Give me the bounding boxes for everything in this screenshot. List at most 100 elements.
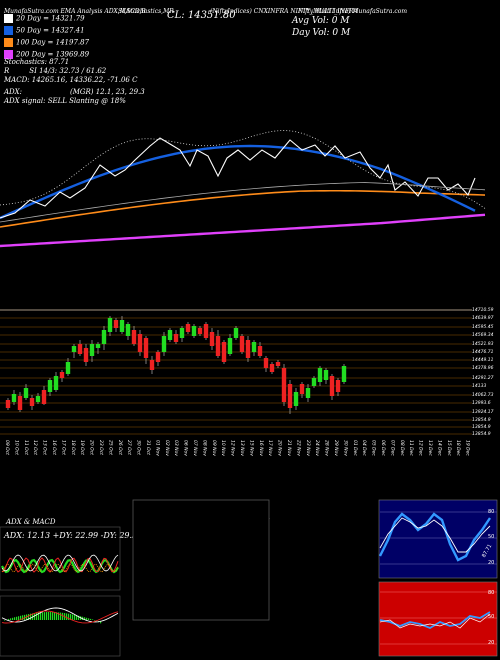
date-label: 31 Oct <box>145 440 151 455</box>
date-label: 10 Oct <box>13 440 19 455</box>
date-label: 15 Dec <box>446 440 452 456</box>
macd-hist-bar <box>96 620 98 622</box>
candle-up <box>233 328 239 338</box>
price-grid: 14710.59 14639.97 14595.45 14569.34 14521.93… <box>0 307 494 437</box>
stoch-panel <box>378 499 498 579</box>
close-price: CL: 14351.80 <box>167 10 236 21</box>
ema-20-line <box>0 130 486 209</box>
macd-hist-bar <box>100 621 102 624</box>
date-label: 13 Nov <box>239 440 245 456</box>
macd-value: MACD: 14265.16, 14336.22, -71.06 C <box>4 76 138 84</box>
price-label: 13854.9 <box>472 417 491 423</box>
date-label: 06 Dec <box>380 440 386 456</box>
indicator-r: R SI 14/3: 32.73 / 61.62 <box>4 67 107 75</box>
adx-minus-line <box>1 557 119 573</box>
macd-hist-bar <box>74 614 76 620</box>
legend-item-20: 20 Day = 14321.79 <box>4 14 89 23</box>
price-label: 14595.45 <box>472 324 494 330</box>
date-label: 17 Nov <box>267 440 273 456</box>
macd-hist-bar <box>46 612 48 620</box>
price-label: 14639.97 <box>472 315 494 321</box>
candle-down <box>29 398 35 406</box>
candle-down <box>185 324 191 332</box>
candle-up <box>53 376 59 390</box>
macd-hist-bar <box>98 621 100 623</box>
macd-hist-bar <box>80 616 82 620</box>
day-volume: Day Vol: 0 M <box>292 28 351 38</box>
macd-hist-bar <box>38 612 40 620</box>
adx-line <box>1 554 119 572</box>
mr-signal-line <box>379 613 491 629</box>
adx-plus-line <box>1 558 119 574</box>
ema-legend: 20 Day = 14321.79 50 Day = 14327.41 100 … <box>4 14 89 59</box>
date-label: 15 Nov <box>248 440 254 456</box>
intraday-panel-si: SI <box>262 518 270 526</box>
stoch-scale-80: 80 <box>488 509 495 515</box>
legend-item-50: 50 Day = 14327.41 <box>4 26 89 35</box>
macd-hist-bar <box>48 612 50 620</box>
candle-up <box>293 392 299 406</box>
macd-hist-bar <box>22 615 24 620</box>
macd-line <box>1 607 119 623</box>
price-label: 13854.9 <box>472 424 491 430</box>
macd-hist-bar <box>28 614 30 620</box>
date-label: 01 Nov <box>154 440 160 456</box>
ema-grey-line <box>0 182 486 223</box>
price-label: 14521.93 <box>472 341 494 347</box>
candle-up <box>311 378 317 386</box>
candle-up <box>47 380 53 392</box>
candle-down <box>329 376 335 396</box>
macd-hist-bar <box>70 614 72 620</box>
ticker-info: MunafaSutra.com EMA Analysis ADX,MACD,B <box>4 8 146 15</box>
candle-up <box>191 326 197 336</box>
macd-hist-bar <box>42 612 44 620</box>
date-label: 30 Oct <box>136 440 142 455</box>
date-label: 28 Nov <box>324 440 330 456</box>
candle-down <box>203 324 209 338</box>
candle-down <box>41 390 47 404</box>
swatch-100-icon <box>4 38 13 47</box>
macd-hist-bar <box>24 614 26 620</box>
candle-up <box>179 328 185 338</box>
candle-up <box>341 366 347 382</box>
legend-item-100: 100 Day = 14197.87 <box>4 38 89 47</box>
candle-down <box>287 384 293 408</box>
candle-up <box>323 370 329 380</box>
macd-hist-bar <box>76 615 78 620</box>
macd-hist-bar <box>58 612 60 620</box>
candle-down <box>281 368 287 402</box>
candle-down <box>5 400 11 408</box>
candle-down <box>221 342 227 362</box>
price-label: 14569.34 <box>472 332 494 338</box>
date-label: 26 Oct <box>117 440 123 455</box>
stoch-info: SI,Stochastics,MR <box>118 8 174 15</box>
candle-down <box>269 364 275 372</box>
symbol-label: (NiftyIndices) CNXINFRA NIFTY_MULTI_INFR… <box>210 8 358 15</box>
price-label: 14062.73 <box>472 392 494 398</box>
candle-down <box>215 336 221 356</box>
macd-hist-bar <box>68 613 70 620</box>
price-label: 14378.96 <box>472 365 494 371</box>
date-label: 16 Nov <box>258 440 264 456</box>
candle-down <box>335 380 341 392</box>
macd-hist-bar <box>86 617 88 620</box>
intraday-panel-title: Intra Day Trading Price & MR <box>138 518 246 526</box>
macd-hist-bar <box>18 616 20 620</box>
macd-hist-bar <box>30 613 32 620</box>
date-label: 04 Dec <box>361 440 367 456</box>
mr-panel <box>378 581 498 657</box>
price-label: 14449.11 <box>472 357 494 363</box>
date-label: 19 Dec <box>465 440 471 456</box>
macd-hist-bar <box>6 619 8 620</box>
swatch-20-icon <box>4 14 13 23</box>
candle-up <box>161 336 167 352</box>
price-label: 13924.17 <box>472 409 494 415</box>
swatch-50-icon <box>4 26 13 35</box>
candle-down <box>209 332 215 346</box>
macd-hist-bar <box>88 618 90 620</box>
adx-panel-title: ADX & MACD <box>6 518 56 526</box>
macd-hist-bar <box>78 615 80 620</box>
macd-hist-bar <box>4 620 6 621</box>
macd-hist-bar <box>90 618 92 620</box>
macd-hist-bar <box>60 612 62 620</box>
